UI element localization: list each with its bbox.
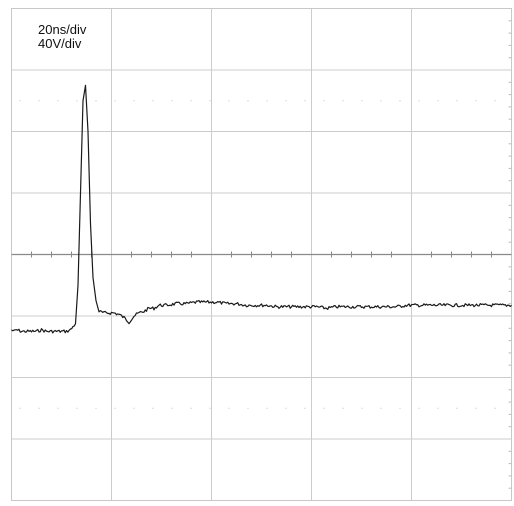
center-axis-ticks [31, 20, 512, 489]
plot-grid [11, 8, 512, 501]
time-scale-label: 20ns/div [38, 22, 87, 37]
voltage-scale-label: 40V/div [38, 36, 82, 51]
voltage-trace [11, 84, 512, 334]
